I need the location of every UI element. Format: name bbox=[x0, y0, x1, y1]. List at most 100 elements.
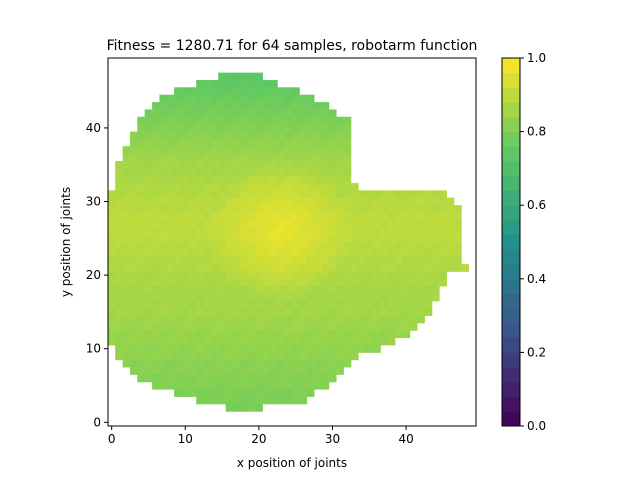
heatmap-cell bbox=[159, 234, 168, 243]
heatmap-cell bbox=[152, 153, 160, 162]
heatmap-cell bbox=[181, 330, 190, 339]
heatmap-cell bbox=[122, 183, 131, 191]
heatmap-cell bbox=[321, 315, 330, 324]
heatmap-cell bbox=[240, 367, 249, 375]
heatmap-cell bbox=[262, 131, 271, 140]
heatmap-cell bbox=[350, 212, 359, 221]
heatmap-cell bbox=[291, 175, 300, 184]
heatmap-cell bbox=[188, 146, 197, 155]
heatmap-cell bbox=[181, 337, 190, 346]
heatmap-cell bbox=[144, 197, 153, 206]
heatmap-cell bbox=[328, 337, 337, 346]
heatmap-cell bbox=[122, 286, 131, 294]
heatmap-cell bbox=[137, 153, 146, 162]
heatmap-cell bbox=[137, 234, 146, 243]
colorbar-tick-label: 0.6 bbox=[527, 198, 546, 212]
heatmap-cell bbox=[365, 190, 374, 199]
heatmap-cell bbox=[387, 330, 396, 339]
heatmap-cell bbox=[188, 168, 197, 177]
heatmap-cell bbox=[203, 330, 212, 339]
heatmap-cell bbox=[409, 234, 418, 243]
heatmap-cell bbox=[402, 219, 411, 228]
heatmap-cell bbox=[255, 315, 263, 324]
heatmap-cell bbox=[218, 138, 227, 147]
heatmap-cell bbox=[321, 153, 330, 162]
heatmap-cell bbox=[380, 249, 389, 258]
heatmap-cell bbox=[350, 197, 359, 206]
heatmap-cell bbox=[137, 359, 146, 368]
heatmap-cell bbox=[431, 197, 440, 206]
heatmap-cell bbox=[380, 212, 389, 221]
heatmap-cell bbox=[328, 271, 337, 280]
heatmap-cell bbox=[181, 234, 190, 243]
heatmap-cell bbox=[210, 278, 219, 287]
heatmap-cell bbox=[277, 153, 286, 162]
heatmap-cell bbox=[166, 212, 175, 221]
heatmap-cell bbox=[174, 153, 183, 162]
heatmap-cell bbox=[262, 219, 271, 228]
heatmap-cell bbox=[306, 278, 315, 287]
heatmap-cell bbox=[225, 271, 234, 280]
heatmap-cell bbox=[247, 183, 256, 191]
heatmap-cell bbox=[203, 389, 212, 397]
heatmap-cell bbox=[188, 212, 197, 221]
heatmap-cell bbox=[144, 205, 153, 213]
heatmap-cell bbox=[240, 389, 249, 397]
heatmap-cell bbox=[358, 315, 366, 324]
heatmap-cell bbox=[218, 337, 227, 346]
heatmap-cell bbox=[159, 197, 168, 206]
heatmap-cell bbox=[439, 241, 447, 250]
heatmap-cell bbox=[269, 352, 278, 361]
heatmap-cell bbox=[233, 359, 241, 368]
heatmap-cell bbox=[394, 212, 403, 221]
heatmap-cell bbox=[210, 256, 219, 265]
heatmap-cell bbox=[188, 102, 197, 110]
heatmap-cell bbox=[129, 256, 138, 265]
heatmap-cell bbox=[387, 219, 396, 228]
heatmap-cell bbox=[240, 278, 249, 287]
heatmap-cell bbox=[277, 87, 286, 96]
heatmap-cell bbox=[313, 344, 322, 353]
heatmap-cell bbox=[196, 367, 205, 375]
heatmap-cell bbox=[439, 278, 447, 287]
heatmap-cell bbox=[203, 131, 212, 140]
heatmap-cell bbox=[328, 124, 337, 132]
heatmap-cell bbox=[321, 175, 330, 184]
heatmap-cell bbox=[446, 212, 455, 221]
heatmap-cell bbox=[144, 286, 153, 294]
heatmap-cell bbox=[159, 256, 168, 265]
heatmap-cell bbox=[291, 389, 300, 397]
heatmap-cell bbox=[255, 344, 263, 353]
heatmap-cell bbox=[269, 205, 278, 213]
heatmap-cell bbox=[196, 219, 205, 228]
heatmap-cell bbox=[174, 87, 183, 96]
colorbar-tick-label: 0.8 bbox=[527, 125, 546, 139]
heatmap-cell bbox=[218, 241, 227, 250]
heatmap-cell bbox=[343, 234, 352, 243]
heatmap-cell bbox=[380, 271, 389, 280]
heatmap-cell bbox=[115, 212, 124, 221]
heatmap-cell bbox=[321, 271, 330, 280]
heatmap-cell bbox=[144, 212, 153, 221]
heatmap-cell bbox=[203, 278, 212, 287]
heatmap-cell bbox=[358, 322, 366, 331]
heatmap-cell bbox=[321, 322, 330, 331]
heatmap-cell bbox=[255, 396, 263, 405]
heatmap-cell bbox=[350, 308, 359, 316]
heatmap-cell bbox=[181, 293, 190, 302]
heatmap-cell bbox=[402, 227, 411, 236]
heatmap-cell bbox=[129, 197, 138, 206]
heatmap-cell bbox=[137, 256, 146, 265]
heatmap-cell bbox=[159, 146, 168, 155]
heatmap-cell bbox=[439, 197, 447, 206]
heatmap-cell bbox=[336, 337, 344, 346]
colorbar-band bbox=[502, 161, 520, 177]
heatmap-cell bbox=[144, 256, 153, 265]
heatmap-cell bbox=[122, 234, 131, 243]
heatmap-cell bbox=[328, 160, 337, 169]
heatmap-cell bbox=[306, 286, 315, 294]
heatmap-cell bbox=[247, 94, 256, 103]
heatmap-cell bbox=[394, 263, 403, 272]
heatmap-cell bbox=[336, 153, 344, 162]
heatmap-cell bbox=[402, 263, 411, 272]
